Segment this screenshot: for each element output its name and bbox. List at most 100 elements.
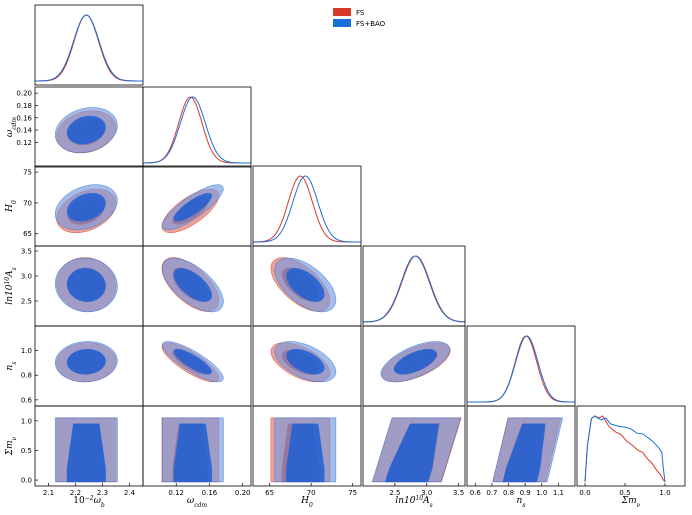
panel-lnAs-wb: 2.5 3.0 3.5 [21, 245, 144, 327]
y-axis-label-lnAs-part: ln10 [5, 284, 15, 304]
x-axis-label-mnu-part: Σm [621, 496, 637, 506]
x-tick-label: 0.8 [503, 489, 514, 497]
x-tick-label: 1.0 [659, 489, 670, 497]
panel-mnu-wb: 0.0 0.5 1.0 2.1 2.2 2.3 2.4 [21, 405, 144, 497]
x-tick-label: 2.5 [389, 489, 400, 497]
contour-bao-inner-ns-lnAs [393, 349, 437, 375]
x-axis-label-lnAs-part: A [422, 496, 430, 506]
panel-ns-wcdm [142, 325, 252, 407]
y-axis-label-mnu: Σmν [5, 436, 18, 456]
y-tick-label: 0.20 [16, 90, 32, 98]
y-axis-label-ns-part: n [5, 364, 15, 370]
panel-frame [466, 405, 576, 487]
x-axis-label-wcdm-part: ω [187, 496, 195, 506]
x-axis-label-wcdm-part: cdm [194, 502, 207, 509]
x-axis-label-mnu: Σmν [621, 496, 641, 509]
x-tick-label: 0.16 [202, 489, 218, 497]
x-tick-label: 75 [348, 489, 357, 497]
y-axis-label-lnAs-part: 10 [4, 277, 11, 285]
y-tick-label: 2.5 [21, 298, 32, 306]
marginal-bao-mnu [584, 415, 666, 483]
y-tick-label: 65 [23, 230, 32, 238]
x-tick-label: 0.20 [235, 489, 251, 497]
y-tick-label: 0.0 [21, 477, 32, 485]
panel-wb-wb [34, 4, 144, 86]
x-axis-label-H0: H0 [300, 496, 313, 509]
contour-bao-inner-H0-wb [66, 192, 106, 222]
y-tick-label: 1.0 [21, 347, 32, 355]
marginal-bao-ns [467, 335, 575, 403]
panel-lnAs-H0 [252, 245, 362, 327]
marginal-fs-mnu [584, 415, 666, 483]
panel-mnu-H0: 65 70 75 [252, 405, 362, 497]
x-axis-label-wb-part: 10 [73, 496, 85, 506]
y-axis-label-lnAs: ln1010As [4, 267, 18, 304]
panel-mnu-ns: 0.6 0.7 0.8 0.9 1.0 1.1 [466, 405, 576, 497]
x-tick-label: 0.7 [486, 489, 497, 497]
panel-frame [142, 405, 252, 487]
panel-frame [576, 405, 686, 487]
x-axis-label-wb: 10−2ωb [73, 495, 105, 509]
panel-ns-ns [466, 325, 576, 407]
marginal-fs-wb [35, 14, 143, 82]
y-axis-label-H0-part: 0 [11, 200, 18, 204]
panel-wcdm-wcdm [142, 86, 252, 168]
y-axis-label-H0: H0 [5, 200, 18, 213]
x-tick-label: 70 [307, 489, 316, 497]
x-axis-label-wb-part: −2 [85, 495, 94, 502]
x-tick-label: 2.1 [43, 489, 54, 497]
x-tick-label: 2.2 [70, 489, 81, 497]
panel-ns-wb: 1.0 0.8 0.6 [21, 325, 144, 407]
y-axis-label-lnAs-part: A [5, 270, 15, 278]
marginal-fs-lnAs [363, 255, 465, 323]
contour-bao-inner-lnAs-wb [66, 268, 106, 302]
contour-bao-inner-mnu-lnAs [384, 423, 439, 483]
x-axis-label-lnAs-part: 10 [415, 495, 423, 502]
x-axis-label-mnu-part: ν [637, 502, 641, 509]
panel-H0-H0 [252, 165, 362, 247]
y-tick-label: 0.8 [21, 372, 32, 380]
y-axis-label-ns-part: s [11, 362, 18, 365]
legend-swatch-fs [333, 8, 351, 16]
contour-bao-inner-lnAs-wcdm [173, 268, 213, 302]
panel-wcdm-wb: 0.12 0.14 0.16 0.18 0.20 [16, 86, 144, 168]
y-tick-label: 1.0 [21, 417, 32, 425]
x-tick-label: 1.1 [553, 489, 564, 497]
panel-ns-H0 [252, 325, 362, 407]
y-axis-label-H0-part: H [5, 204, 15, 213]
x-tick-label: 2.3 [97, 489, 108, 497]
x-axis-label-ns: ns [517, 496, 526, 509]
x-axis-label-lnAs-part: ln10 [395, 496, 415, 506]
marginal-bao-wb [35, 14, 143, 82]
x-axis-label-lnAs: ln1010As [395, 495, 432, 509]
x-tick-label: 0.5 [619, 489, 630, 497]
panel-lnAs-lnAs [362, 245, 466, 327]
y-tick-label: 70 [23, 199, 32, 207]
legend: FS FS+BAO [333, 8, 386, 28]
panel-mnu-mnu: 0.0 0.5 1.0 [576, 405, 686, 497]
panel-lnAs-wcdm [142, 245, 252, 327]
y-tick-label: 0.5 [21, 447, 32, 455]
panel-mnu-lnAs: 2.5 3.0 3.5 [362, 405, 466, 497]
contour-bao-inner-mnu-wcdm [173, 423, 213, 483]
y-axis-label-mnu-part: ν [11, 436, 18, 440]
x-tick-label: 0.0 [579, 489, 590, 497]
contour-bao-inner-mnu-wb [66, 423, 106, 483]
panel-frame [34, 4, 144, 86]
marginal-fs-wcdm [143, 96, 251, 164]
x-axis-label-H0-part: 0 [309, 502, 313, 509]
contour-bao-inner-ns-H0 [286, 349, 325, 375]
y-axis-label-mnu-part: Σm [5, 440, 15, 456]
x-axis-label-wb-part: ω [94, 496, 102, 506]
x-axis-label-wcdm: ωcdm [187, 496, 208, 509]
x-axis-label-lnAs-part: s [430, 502, 433, 509]
x-tick-label: 2.4 [124, 489, 136, 497]
contour-bao-inner-mnu-ns [502, 423, 546, 483]
x-tick-label: 1.0 [536, 489, 547, 497]
y-axis-label-wcdm-part: cdm [11, 117, 18, 130]
panel-H0-wcdm [142, 165, 252, 247]
marginal-bao-wcdm [143, 96, 251, 164]
contour-bao-inner-ns-wb [66, 349, 106, 375]
y-axis-label-ns: ns [5, 362, 18, 371]
